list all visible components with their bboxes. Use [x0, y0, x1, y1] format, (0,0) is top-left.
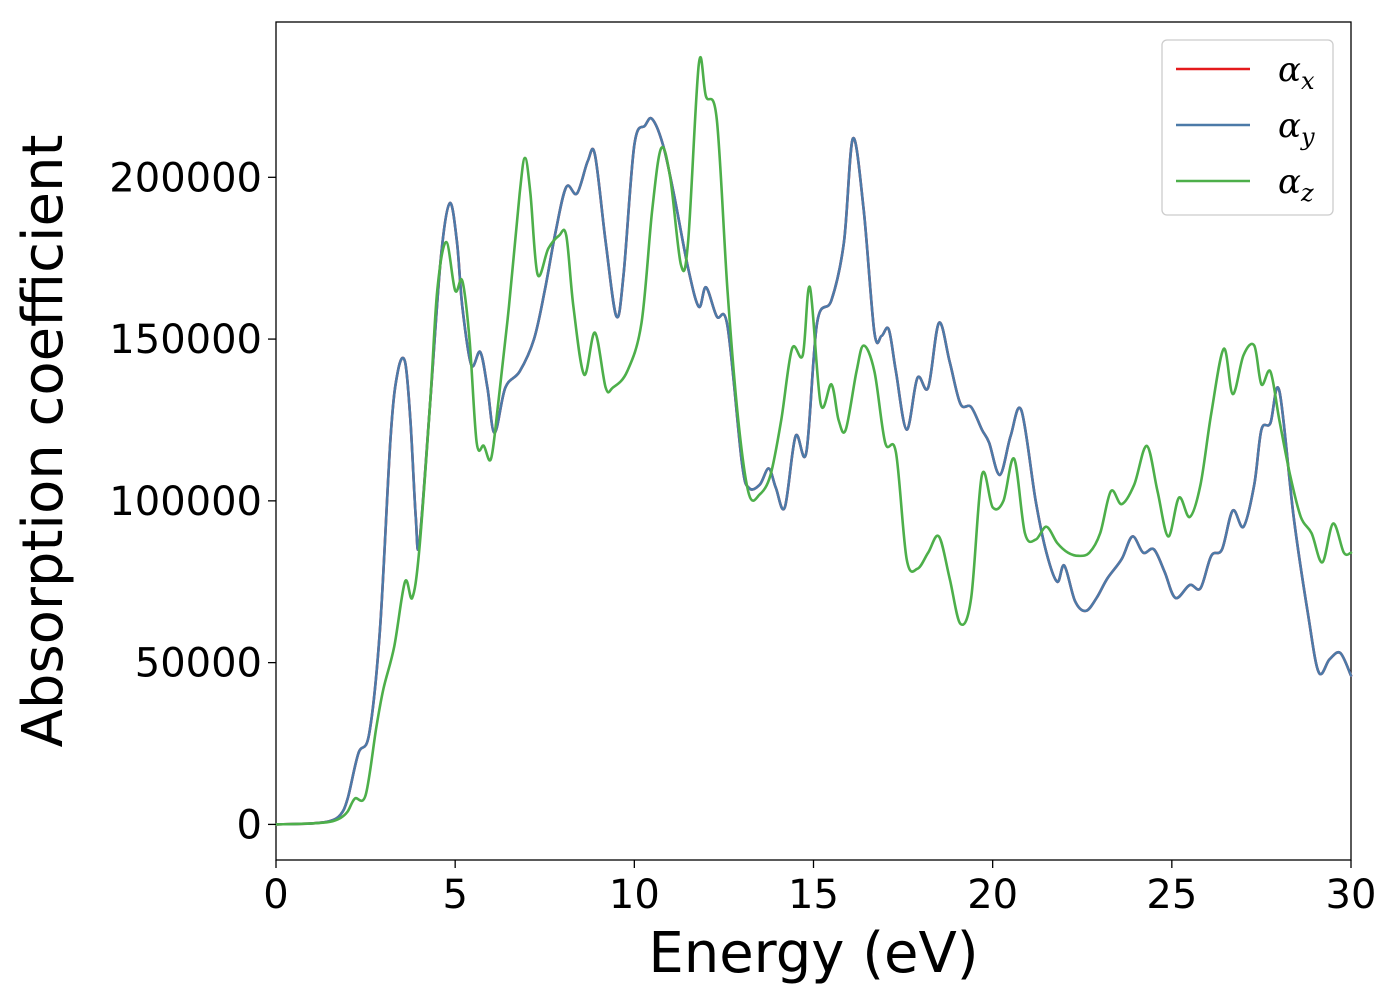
legend-symbol: α	[1278, 162, 1301, 202]
y-tick-label: 50000	[135, 641, 262, 687]
legend-subscript: x	[1301, 67, 1315, 95]
legend-subscript: z	[1300, 179, 1314, 207]
legend-subscript: y	[1300, 123, 1315, 151]
y-tick-label: 100000	[109, 479, 262, 525]
x-tick-label: 30	[1326, 872, 1377, 918]
series-line-y	[274, 116, 1353, 826]
x-axis: 0 5 10 15 20 25 30	[263, 860, 1376, 918]
x-tick-label: 15	[788, 872, 839, 918]
y-axis-label: Absorption coefficient	[11, 135, 76, 748]
x-tick-label: 10	[609, 872, 660, 918]
y-axis: 0 50000 100000 150000 200000	[109, 155, 276, 848]
legend-label-x: αx	[1278, 50, 1315, 95]
legend-symbol: α	[1278, 106, 1301, 146]
legend-box	[1161, 39, 1334, 216]
legend-label-y: αy	[1278, 106, 1315, 151]
series-line-z	[274, 55, 1353, 826]
y-tick-label: 0	[237, 802, 262, 848]
y-tick-label: 150000	[109, 317, 262, 363]
series-layer	[274, 55, 1353, 826]
x-tick-label: 5	[442, 872, 467, 918]
x-tick-label: 25	[1146, 872, 1197, 918]
y-tick-label: 200000	[109, 155, 262, 201]
legend-symbol: α	[1278, 50, 1301, 90]
legend-label-z: αz	[1278, 162, 1314, 207]
x-axis-label: Energy (eV)	[648, 921, 978, 986]
x-tick-label: 20	[967, 872, 1018, 918]
x-tick-label: 0	[263, 872, 288, 918]
